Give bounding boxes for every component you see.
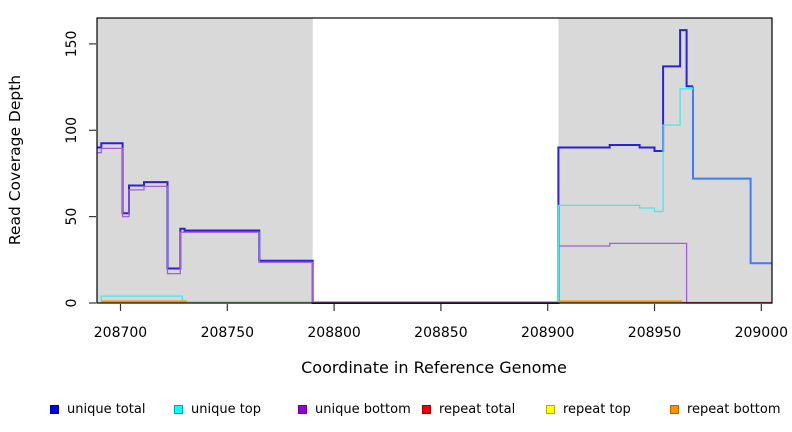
right-aligned-region [558,18,772,303]
x-axis-title: Coordinate in Reference Genome [301,358,567,377]
legend-swatch-icon [50,404,59,414]
legend-item-repeat-top: repeat top [546,402,670,417]
y-tick-label: 0 [64,299,80,308]
legend-swatch-icon [174,404,183,414]
y-tick-label: 50 [64,208,80,226]
unique-top-line [100,295,184,303]
legend: unique total unique top unique bottom repea… [0,398,792,420]
unique-bottom-line [97,147,772,304]
coverage-series-lines [97,29,772,304]
x-tick-label: 209000 [735,325,788,341]
y-axis-ticks: 0 50 100 150 [64,31,96,308]
legend-label: repeat bottom [687,401,781,417]
legend-swatch-icon [670,404,679,414]
legend-label: repeat top [563,401,631,417]
left-aligned-region [97,18,313,303]
legend-label: unique total [67,401,146,417]
legend-label: unique top [191,401,262,417]
unique-top-line [557,88,693,303]
unique-total-coinciding-with-unique-top-line [692,86,772,265]
legend-label: unique bottom [315,401,411,417]
legend-item-unique-bottom: unique bottom [298,402,422,417]
x-tick-label: 208750 [201,325,254,341]
y-tick-label: 150 [64,31,80,58]
x-axis-ticks: 208700 208750 208800 208850 208900 208950 2090… [94,304,788,341]
legend-item-unique-total: unique total [50,402,174,417]
x-tick-label: 208700 [94,325,147,341]
plot-frame [96,17,773,304]
legend-item-unique-top: unique top [174,402,298,417]
legend-item-repeat-bottom: repeat bottom [670,402,792,417]
y-tick-label: 100 [64,117,80,144]
legend-item-repeat-total: repeat total [422,402,546,417]
y-axis-title: Read Coverage Depth [6,75,24,245]
shaded-region-bands [97,18,772,303]
coverage-plot: 208700 208750 208800 208850 208900 208950 2090… [6,17,788,377]
legend-swatch-icon [422,404,431,414]
x-tick-label: 208950 [628,325,681,341]
x-tick-label: 208900 [521,325,574,341]
x-tick-label: 208800 [307,325,360,341]
legend-swatch-icon [546,404,555,414]
x-tick-label: 208850 [414,325,467,341]
legend-label: repeat total [439,401,516,417]
legend-swatch-icon [298,404,307,414]
